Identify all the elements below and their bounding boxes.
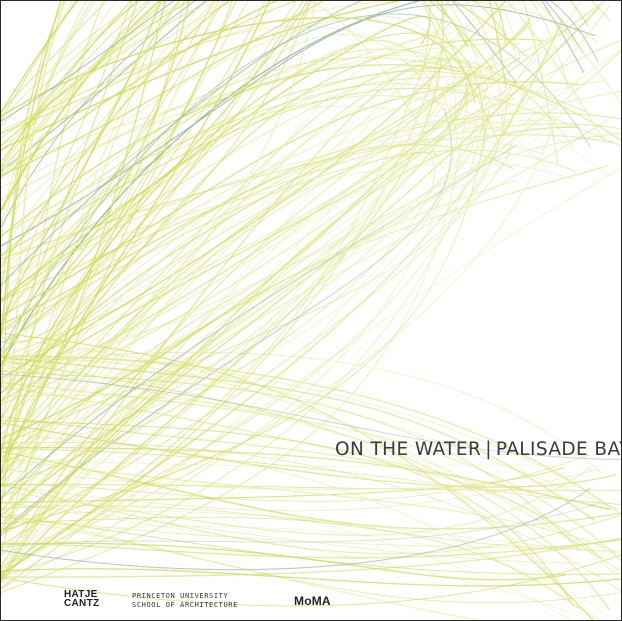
title-separator: | (485, 439, 492, 460)
cover-title: ON THE WATER | PALISADE BAY (335, 439, 622, 460)
moma-logo: MoMA (294, 594, 331, 608)
title-left: ON THE WATER (335, 439, 482, 460)
princeton-logo: PRINCETON UNIVERSITY SCHOOL OF ARCHITECT… (132, 592, 238, 609)
hatje-line: HATJE (64, 589, 98, 600)
hatje-cantz-logo: HATJE CANTZ (64, 589, 100, 609)
cantz-line: CANTZ (64, 598, 100, 609)
princeton-line2: SCHOOL OF ARCHITECTURE (132, 600, 238, 609)
princeton-line1: PRINCETON UNIVERSITY (132, 592, 229, 600)
title-right: PALISADE BAY (495, 439, 622, 460)
